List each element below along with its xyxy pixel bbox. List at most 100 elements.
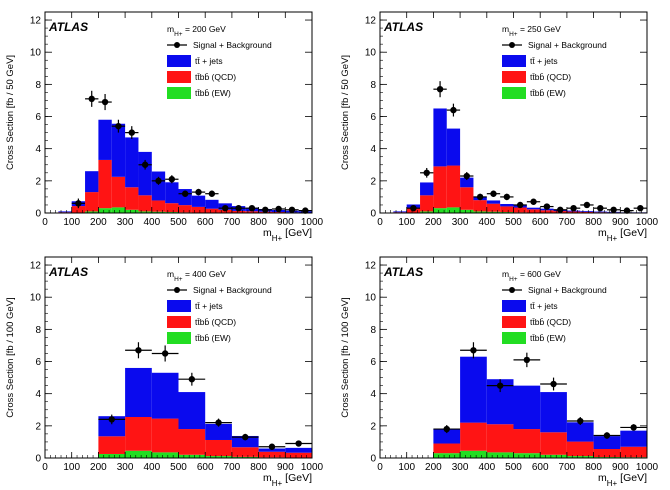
hist-bar xyxy=(500,206,514,213)
hist-bar xyxy=(98,416,126,437)
hist-bar xyxy=(593,436,621,449)
series-2 xyxy=(58,119,312,213)
hist-bar xyxy=(540,392,567,433)
mass-label: mH+ = 600 GeV xyxy=(502,269,561,283)
legend: Signal + Background tt̄ + jets tt̄bb̄ (QCD… xyxy=(167,40,272,99)
x-axis-label: mH+ [GeV] xyxy=(598,227,647,243)
hist-bar xyxy=(513,207,527,213)
hist-bar xyxy=(271,212,286,213)
hist-bar xyxy=(486,424,514,453)
legend-signal-background: Signal + Background xyxy=(528,285,607,295)
x-tick-label: 1000 xyxy=(636,217,659,228)
x-axis-label-unit: [GeV] xyxy=(282,227,312,239)
legend-label: tt̄ + jets xyxy=(195,56,223,66)
hist-bar xyxy=(433,208,447,213)
x-tick-label: 600 xyxy=(197,217,214,228)
legend-label: tt̄bb̄ (EW) xyxy=(530,333,566,343)
x-tick-label: 800 xyxy=(250,217,267,228)
y-tick-label: 10 xyxy=(365,293,377,304)
y-axis-label: Cross Section [fb / 100 GeV] xyxy=(5,297,16,417)
y-tick-label: 8 xyxy=(370,80,376,91)
data-point xyxy=(135,347,142,354)
chart-panel-200: 0 100 200 300 400 500 600 700 800 900 1000 0 2 4 6 8 10 1… xyxy=(0,0,335,245)
hist-bar xyxy=(540,210,554,213)
x-axis-label-sub: H+ xyxy=(607,234,618,243)
y-tick-label: 8 xyxy=(370,325,376,336)
series-1 xyxy=(58,159,312,213)
hist-bar xyxy=(138,195,152,212)
hist-bar xyxy=(98,159,112,209)
y-tick-label: 2 xyxy=(35,421,41,432)
legend-swatch xyxy=(502,316,526,328)
hist-bar xyxy=(151,418,179,453)
y-axis-label: Cross Section [fb / 50 GeV] xyxy=(340,55,351,170)
legend-label: tt̄ + jets xyxy=(195,301,223,311)
hist-bar xyxy=(513,385,541,430)
x-tick-label: 700 xyxy=(224,462,241,473)
hist-bar xyxy=(446,207,461,213)
mass-label-m: m xyxy=(502,269,509,279)
x-tick-label: 100 xyxy=(398,217,415,228)
hist-bar xyxy=(125,137,139,188)
x-tick-label: 900 xyxy=(612,462,629,473)
data-point xyxy=(503,193,511,201)
legend-swatch xyxy=(167,316,191,328)
series-2 xyxy=(98,367,312,453)
chart-svg-600: 0 100 200 300 400 500 600 700 800 900 1000 0 2 4 6 8 10 1… xyxy=(340,256,659,488)
data-point xyxy=(235,204,242,212)
hist-bar xyxy=(258,451,286,458)
hist-bar xyxy=(98,436,126,454)
hist-bar xyxy=(205,439,232,457)
series-1 xyxy=(98,416,312,458)
legend-swatch xyxy=(502,332,526,344)
x-tick-label: 300 xyxy=(117,462,134,473)
x-tick-label: 900 xyxy=(277,217,294,228)
x-tick-label: 300 xyxy=(452,462,469,473)
atlas-label: ATLAS xyxy=(48,20,88,34)
hist-bar xyxy=(205,423,232,440)
legend-signal-background: Signal + Background xyxy=(528,40,607,50)
hist-bar xyxy=(285,447,312,453)
y-tick-label: 8 xyxy=(35,80,41,91)
data-point xyxy=(523,356,531,364)
x-tick-label: 400 xyxy=(143,217,160,228)
hist-bar xyxy=(151,372,179,419)
hist-bar xyxy=(473,200,487,212)
data-point xyxy=(208,190,216,197)
x-axis-label-unit: [GeV] xyxy=(617,472,647,484)
hist-bar xyxy=(231,210,246,213)
hist-bar xyxy=(433,108,447,167)
legend-marker-point xyxy=(509,287,515,293)
y-tick-label: 12 xyxy=(30,261,42,272)
mass-label-m: m xyxy=(167,269,174,279)
data-point xyxy=(195,188,202,196)
y-tick-label: 6 xyxy=(35,357,41,368)
x-tick-label: 0 xyxy=(377,462,383,473)
chart-svg-200: 0 100 200 300 400 500 600 700 800 900 1000 0 2 4 6 8 10 1… xyxy=(5,11,324,243)
y-tick-label: 12 xyxy=(30,16,42,27)
hist-bar xyxy=(85,192,99,212)
data-point xyxy=(410,204,417,212)
y-tick-label: 4 xyxy=(35,144,41,155)
chart-panel-600: 0 100 200 300 400 500 600 700 800 900 1000 0 2 4 6 8 10 1… xyxy=(335,245,670,490)
x-tick-label: 700 xyxy=(224,217,241,228)
hist-bar xyxy=(513,453,541,458)
data-point xyxy=(476,193,484,201)
legend: Signal + Background tt̄ + jets tt̄bb̄ (QCD… xyxy=(502,40,607,99)
hist-bar xyxy=(178,429,206,455)
hist-bar xyxy=(151,211,166,213)
y-tick-label: 12 xyxy=(365,261,377,272)
hist-bar xyxy=(98,453,126,458)
data-point xyxy=(295,440,302,447)
x-tick-label: 900 xyxy=(612,217,629,228)
hist-bar xyxy=(540,432,567,455)
y-tick-label: 2 xyxy=(35,176,41,187)
legend-swatch xyxy=(167,87,191,99)
hist-bar xyxy=(85,171,99,193)
hist-bar xyxy=(165,203,179,213)
x-tick-label: 200 xyxy=(425,217,442,228)
legend-swatch xyxy=(502,300,526,312)
hist-bar xyxy=(178,454,206,458)
data-point xyxy=(450,106,457,114)
y-tick-label: 6 xyxy=(35,112,41,123)
